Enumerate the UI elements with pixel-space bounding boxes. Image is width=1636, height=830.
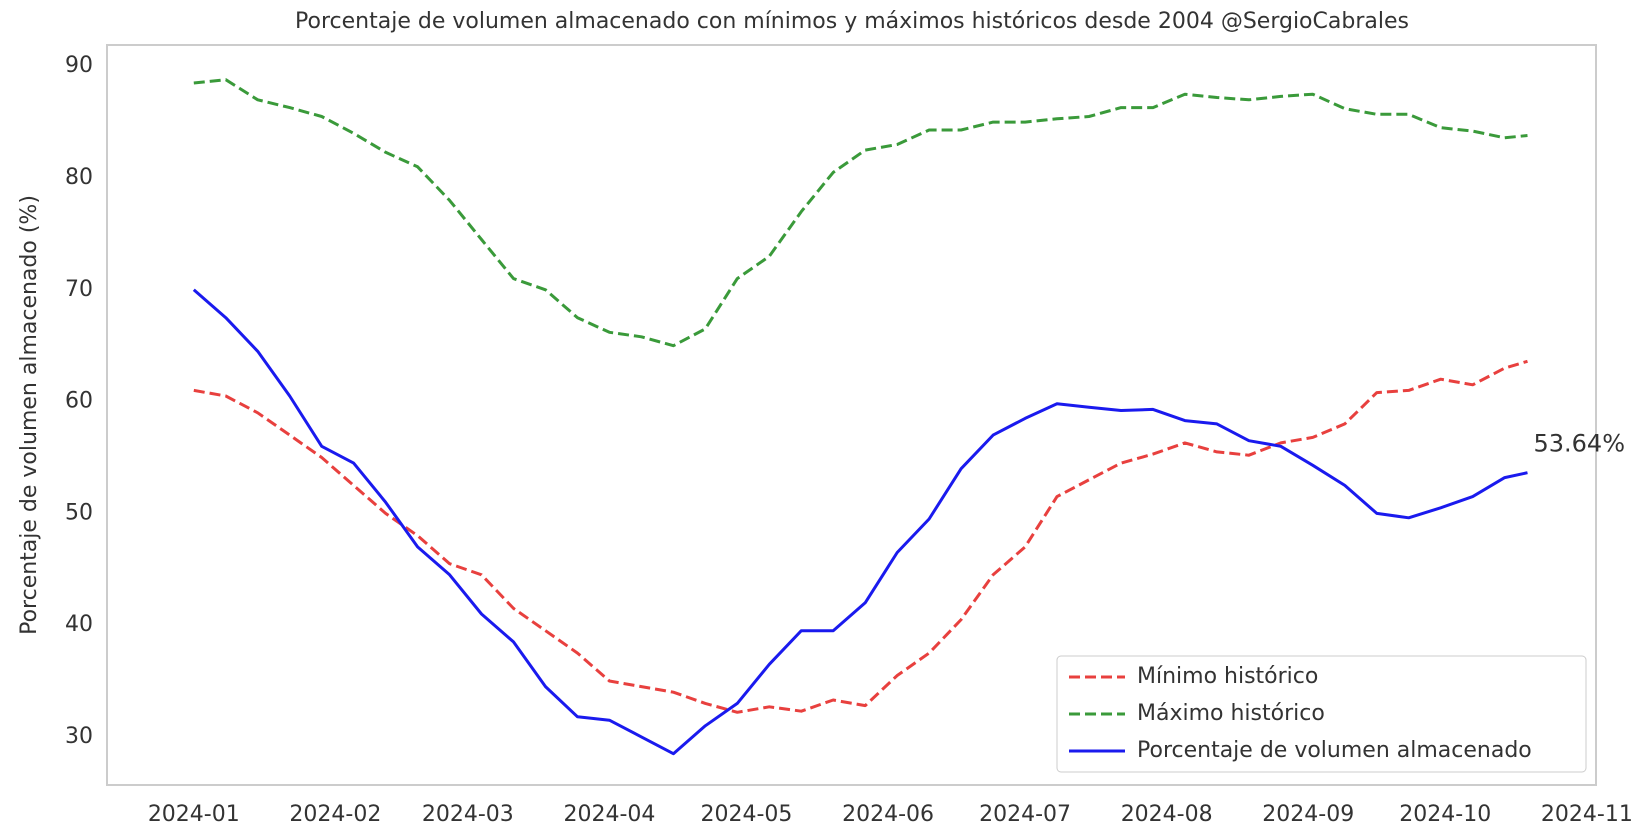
x-tick-label: 2024-07	[979, 802, 1071, 827]
annotation: 53.64%	[1533, 430, 1625, 458]
legend-box	[1056, 655, 1587, 773]
y-axis-label: Porcentaje de volumen almacenado (%)	[17, 195, 42, 635]
x-tick-label: 2024-10	[1399, 802, 1491, 827]
x-tick-label: 2024-11	[1541, 802, 1633, 827]
x-tick-label: 2024-01	[148, 802, 240, 827]
legend-label: Mínimo histórico	[1137, 664, 1318, 689]
y-tick-label: 70	[65, 277, 93, 302]
line-series	[192, 288, 1528, 756]
plot-frame	[106, 44, 1597, 786]
line-series	[193, 359, 1528, 714]
x-tick-label: 2024-08	[1121, 802, 1213, 827]
x-tick-label: 2024-05	[700, 802, 792, 827]
x-tick-label: 2024-09	[1262, 802, 1354, 827]
legend-label: Máximo histórico	[1137, 701, 1325, 726]
line-series	[193, 78, 1528, 348]
x-tick-label: 2024-03	[422, 802, 514, 827]
y-tick-label: 40	[65, 612, 93, 637]
x-tick-label: 2024-06	[842, 802, 934, 827]
x-tick-label: 2024-02	[289, 802, 381, 827]
legend-label: Porcentaje de volumen almacenado	[1137, 738, 1532, 763]
y-tick-label: 90	[65, 53, 93, 78]
x-tick-label: 2024-04	[563, 802, 655, 827]
chart-title: Porcentaje de volumen almacenado con mín…	[295, 9, 1409, 34]
y-tick-label: 60	[65, 389, 93, 414]
y-tick-label: 30	[65, 724, 93, 749]
y-tick-label: 50	[65, 500, 93, 525]
y-tick-label: 80	[65, 165, 93, 190]
